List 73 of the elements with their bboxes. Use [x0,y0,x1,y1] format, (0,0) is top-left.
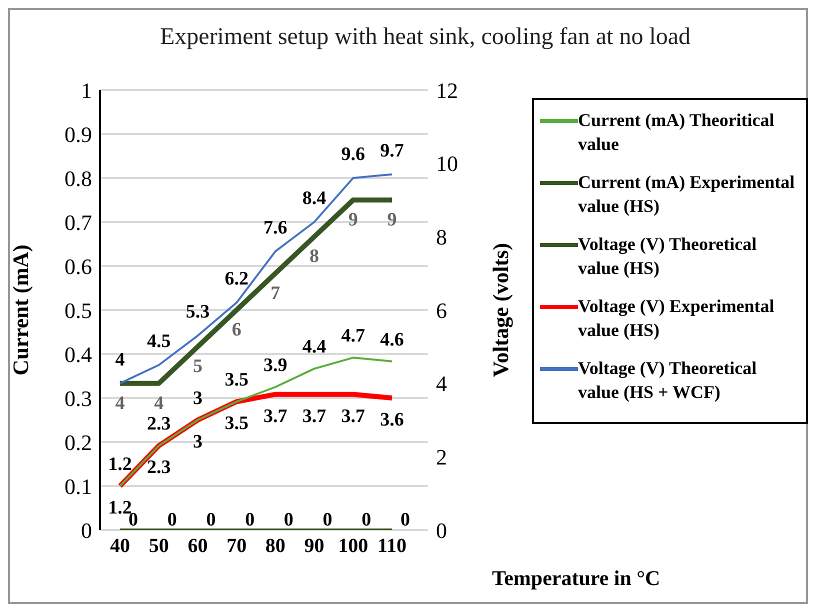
x-tick-label: 50 [148,535,169,558]
data-label: 3.5 [224,370,248,391]
data-label: 3.5 [224,413,248,434]
data-label: 2.3 [146,414,171,435]
chart-title: Experiment setup with heat sink, cooling fan at no load [160,24,691,51]
legend-label: Voltage (V) Theoretical value (HS + WCF) [578,357,758,404]
data-label: 0 [362,509,372,530]
data-label: 4 [154,392,164,414]
data-label: 2.3 [146,457,171,478]
y-axis-title: Current (mA) [8,244,33,376]
data-label: 7.6 [264,217,288,238]
x-tick-label: 80 [265,535,286,558]
data-label: 4.4 [302,336,327,358]
y-tick-label: 0.9 [64,122,92,147]
x-axis-title: Temperature in °C [492,566,660,591]
y-tick-label: 0.5 [64,298,92,323]
x-tick-label: 40 [110,535,130,558]
y2-tick-label: 2 [436,444,447,470]
data-label: 9.7 [380,140,404,162]
data-label: 9 [387,209,397,230]
data-label: 4.5 [146,331,171,352]
x-tick-label: 90 [304,535,324,558]
x-tick-label: 110 [378,535,406,558]
data-label: 0 [245,509,255,530]
data-label: 4 [115,349,126,370]
data-label: 3.7 [264,406,288,427]
data-label: 9.6 [341,144,366,165]
y2-tick-label: 8 [436,224,447,250]
data-label: 0 [322,509,332,530]
data-label: 5.3 [186,302,210,323]
data-label: 4.6 [380,329,404,350]
y2-axis-title: Voltage (volts) [488,242,513,378]
y-tick-label: 1 [81,78,92,103]
y-tick-label: 0.4 [64,342,92,367]
legend-label: Voltage (V) Experimental value (HS) [578,295,776,342]
y2-tick-label: 0 [436,518,447,543]
data-label: 3.9 [264,355,288,376]
y2-tick-label: 10 [436,151,458,176]
data-label: 9 [348,209,358,230]
legend-label: Voltage (V) Theoretical value (HS) [578,233,758,280]
x-tick-label: 70 [226,535,247,558]
data-label: 6 [232,319,242,340]
data-label: 6.2 [224,268,248,290]
y2-tick-label: 4 [436,371,447,396]
data-label: 3.7 [302,406,327,427]
y-tick-label: 0.2 [64,430,92,455]
y-tick-label: 0.3 [64,386,92,411]
x-tick-label: 100 [338,535,368,558]
data-label: 3.6 [380,409,404,430]
y-tick-label: 0.8 [64,166,92,191]
data-label: 0 [206,509,216,530]
data-label: 0 [400,509,410,530]
data-label: 8 [310,246,320,268]
legend-label: Current (mA) Theoritical value [578,109,776,156]
x-tick-label: 60 [188,535,208,558]
data-label: 0 [284,509,294,530]
data-label: 8.4 [302,188,327,209]
y2-tick-label: 6 [436,298,447,323]
data-label: 0 [167,509,177,530]
data-label: 1.2 [108,454,132,475]
y2-tick-label: 12 [436,78,458,103]
data-label: 3.7 [341,406,366,427]
data-label: 4 [115,392,126,414]
y-tick-label: 0.6 [64,254,92,279]
data-label: 3 [192,431,202,452]
legend-label: Current (mA) Experimental value (HS) [578,171,796,218]
y-tick-label: 0.7 [64,210,92,235]
data-label: 3 [192,388,202,409]
y-tick-label: 0 [81,518,92,543]
data-label: 4.7 [341,326,366,347]
data-label: 7 [270,282,281,304]
y-tick-label: 0.1 [64,474,92,499]
data-label: 5 [192,356,202,378]
